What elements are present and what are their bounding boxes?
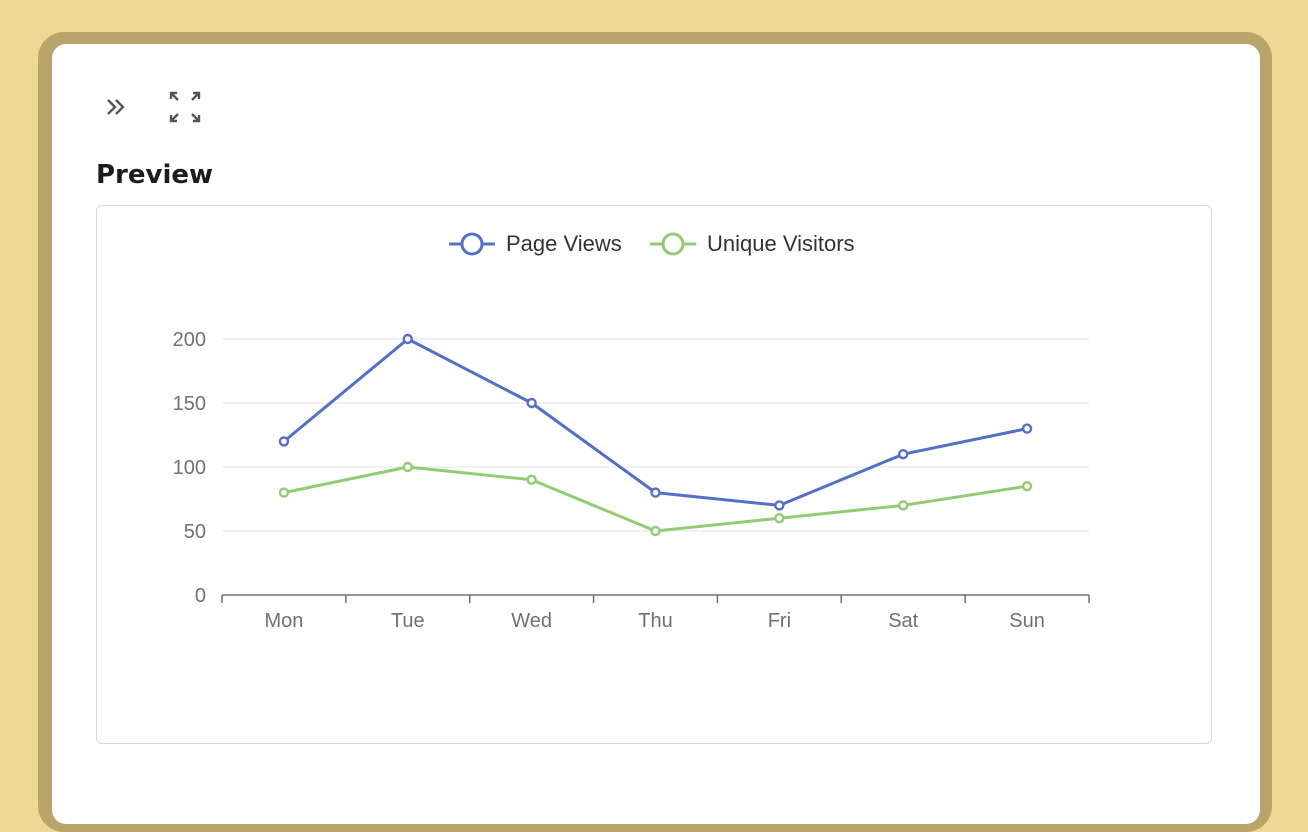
line-chart: 0 50 100 150 200 Mon Tue Wed Thu Fri Sat Sun Page Vi… <box>173 231 1090 632</box>
x-tick-label: Wed <box>511 610 552 632</box>
data-point <box>898 448 909 460</box>
chart-container: 0 50 100 150 200 Mon Tue Wed Thu Fri Sat Sun Page Vi… <box>96 205 1212 744</box>
y-tick-label: 0 <box>195 585 206 607</box>
data-point <box>898 500 909 511</box>
fullscreen-icon[interactable] <box>168 88 202 126</box>
double-chevron-right-icon[interactable] <box>100 88 134 126</box>
legend-marker <box>661 232 685 256</box>
x-tick-label: Fri <box>768 610 791 632</box>
data-point <box>526 474 537 485</box>
y-tick-label: 150 <box>173 393 206 415</box>
legend-label: Unique Visitors <box>707 231 855 256</box>
data-point <box>1021 481 1033 492</box>
data-point <box>774 500 785 511</box>
data-point <box>774 513 785 524</box>
data-point <box>278 487 290 498</box>
data-point <box>650 487 661 498</box>
y-tick-label: 100 <box>173 457 206 479</box>
toolbar <box>100 88 202 126</box>
x-tick-label: Sat <box>888 610 918 632</box>
data-point <box>526 397 537 409</box>
series-line <box>283 465 1028 533</box>
preview-title: Preview <box>96 160 214 190</box>
data-point <box>1021 423 1033 434</box>
x-tick-label: Sun <box>1009 610 1045 632</box>
data-point <box>402 333 413 345</box>
x-tick-label: Tue <box>391 610 425 632</box>
data-point <box>650 525 661 537</box>
series-line <box>282 337 1028 507</box>
x-tick-label: Mon <box>264 610 303 632</box>
data-point <box>278 436 290 447</box>
y-tick-label: 200 <box>173 329 206 351</box>
legend-label: Page Views <box>506 231 622 256</box>
legend-item[interactable]: Unique Visitors <box>650 231 855 256</box>
x-tick-label: Thu <box>638 610 672 632</box>
y-tick-label: 50 <box>184 521 206 543</box>
legend-item[interactable]: Page Views <box>449 231 622 256</box>
legend-marker <box>460 232 484 256</box>
data-point <box>402 461 413 473</box>
